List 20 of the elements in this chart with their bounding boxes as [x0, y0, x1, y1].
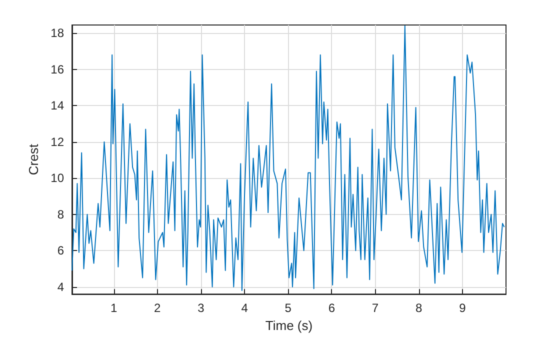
- y-tick-label: 14: [50, 98, 64, 113]
- x-tick-label: 1: [110, 301, 118, 316]
- y-axis-title: Crest: [26, 144, 41, 176]
- y-tick-label: 6: [57, 244, 64, 258]
- y-tick-label: 18: [50, 26, 64, 40]
- line-series: [72, 25, 505, 291]
- x-tick-label: 6: [328, 301, 336, 316]
- x-axis-title: Time (s): [265, 318, 313, 333]
- y-tick-label: 16: [50, 62, 64, 76]
- x-tick-label: 4: [241, 301, 248, 316]
- x-tick-label: 2: [154, 301, 162, 316]
- x-tick-label: 9: [459, 301, 466, 316]
- y-tick-label: 8: [57, 207, 64, 222]
- y-tick-label: 4: [57, 280, 64, 294]
- x-tick-label: 7: [372, 301, 379, 316]
- x-tick-label: 8: [416, 301, 423, 316]
- y-tick-label: 12: [50, 134, 64, 149]
- x-tick-label: 5: [284, 301, 292, 316]
- y-tick-label: 10: [50, 171, 64, 186]
- x-tick-label: 3: [198, 301, 205, 316]
